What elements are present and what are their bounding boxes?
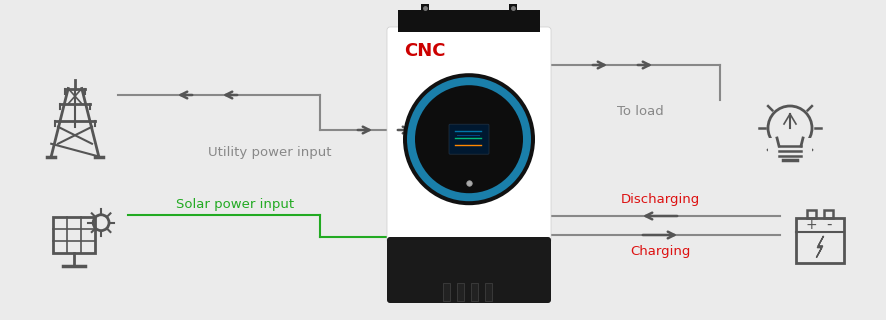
Bar <box>807 210 816 219</box>
Circle shape <box>407 77 531 201</box>
Bar <box>824 210 833 219</box>
Bar <box>390 240 548 300</box>
Circle shape <box>403 73 535 205</box>
Bar <box>768 138 812 158</box>
Text: CNC: CNC <box>404 42 446 60</box>
Text: Utility power input: Utility power input <box>208 146 331 159</box>
Bar <box>485 283 492 301</box>
Text: +: + <box>805 218 817 232</box>
Bar <box>457 283 464 301</box>
Text: -: - <box>827 217 832 232</box>
Bar <box>398 10 540 32</box>
Polygon shape <box>816 236 824 258</box>
Text: Charging: Charging <box>630 245 690 258</box>
Bar <box>471 283 478 301</box>
FancyBboxPatch shape <box>387 237 551 303</box>
Bar <box>53 217 95 253</box>
Bar <box>421 4 429 14</box>
Text: To load: To load <box>617 105 664 118</box>
Circle shape <box>415 85 523 193</box>
Text: Solar power input: Solar power input <box>176 198 294 211</box>
FancyBboxPatch shape <box>387 27 551 243</box>
Bar <box>509 4 517 14</box>
FancyBboxPatch shape <box>449 124 489 154</box>
Bar <box>796 218 844 262</box>
Text: Discharging: Discharging <box>620 193 700 206</box>
Bar <box>443 283 450 301</box>
